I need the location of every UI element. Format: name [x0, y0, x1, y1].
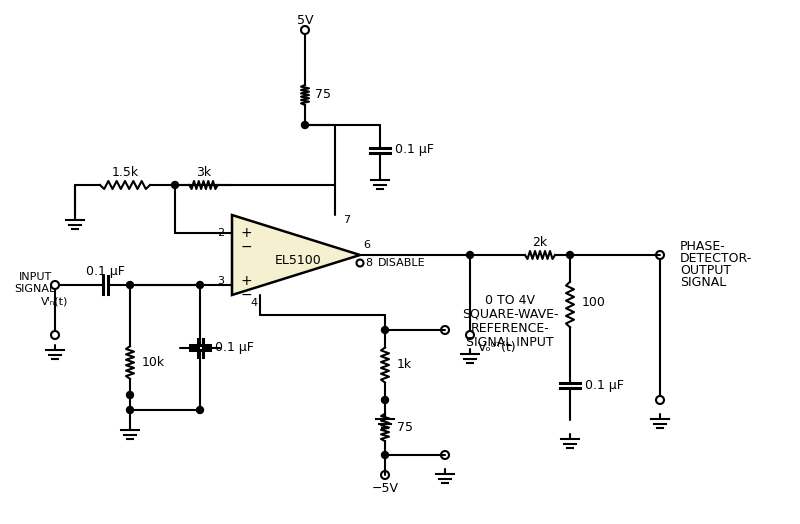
Text: SQUARE-WAVE-: SQUARE-WAVE- [462, 308, 558, 321]
Circle shape [126, 281, 134, 289]
Text: 75: 75 [397, 421, 413, 434]
Text: 5V: 5V [297, 14, 314, 27]
Text: 3k: 3k [196, 167, 211, 180]
Text: 3: 3 [217, 276, 224, 286]
Text: 6: 6 [363, 240, 370, 250]
Text: SIGNAL: SIGNAL [14, 284, 56, 294]
Text: EL5100: EL5100 [274, 254, 322, 267]
Text: 7: 7 [343, 215, 350, 225]
Polygon shape [232, 215, 360, 295]
Text: SIGNAL INPUT: SIGNAL INPUT [466, 335, 554, 348]
Text: OUTPUT: OUTPUT [680, 265, 731, 278]
Text: 0.1 μF: 0.1 μF [215, 341, 254, 354]
Circle shape [382, 326, 389, 333]
Text: INPUT: INPUT [18, 272, 52, 282]
Text: 0.1 μF: 0.1 μF [395, 144, 434, 157]
Text: 1.5k: 1.5k [111, 167, 138, 180]
Text: 0 TO 4V: 0 TO 4V [485, 293, 535, 307]
Text: 1k: 1k [397, 358, 412, 372]
Text: Vᴵₙ(t): Vᴵₙ(t) [41, 296, 68, 306]
Circle shape [302, 122, 309, 128]
Text: +: + [240, 226, 252, 240]
Text: 0.1 μF: 0.1 μF [86, 265, 125, 278]
Text: DETECTOR-: DETECTOR- [680, 253, 752, 266]
Text: 75: 75 [315, 89, 331, 102]
Text: DISABLE: DISABLE [378, 258, 426, 268]
Circle shape [382, 397, 389, 403]
Text: 100: 100 [582, 296, 606, 309]
Text: −: − [240, 288, 252, 302]
Text: +: + [240, 274, 252, 288]
Text: 2k: 2k [533, 236, 547, 249]
Circle shape [197, 407, 203, 413]
Circle shape [126, 407, 134, 413]
Circle shape [566, 252, 574, 258]
Text: PHASE-: PHASE- [680, 241, 726, 254]
Text: SIGNAL: SIGNAL [680, 277, 726, 289]
Text: −5V: −5V [371, 482, 398, 495]
Text: 2: 2 [217, 228, 224, 238]
Text: 8: 8 [365, 258, 372, 268]
Text: Vₒᵁᵀ(t): Vₒᵁᵀ(t) [478, 341, 517, 354]
Text: 0.1 μF: 0.1 μF [585, 378, 624, 391]
Circle shape [126, 391, 134, 398]
Text: 4: 4 [250, 298, 257, 308]
Text: −: − [240, 240, 252, 254]
Circle shape [171, 181, 178, 189]
Circle shape [466, 252, 474, 258]
Circle shape [382, 452, 389, 458]
Text: 10k: 10k [142, 355, 165, 368]
Circle shape [197, 281, 203, 289]
Text: REFERENCE-: REFERENCE- [470, 322, 550, 334]
